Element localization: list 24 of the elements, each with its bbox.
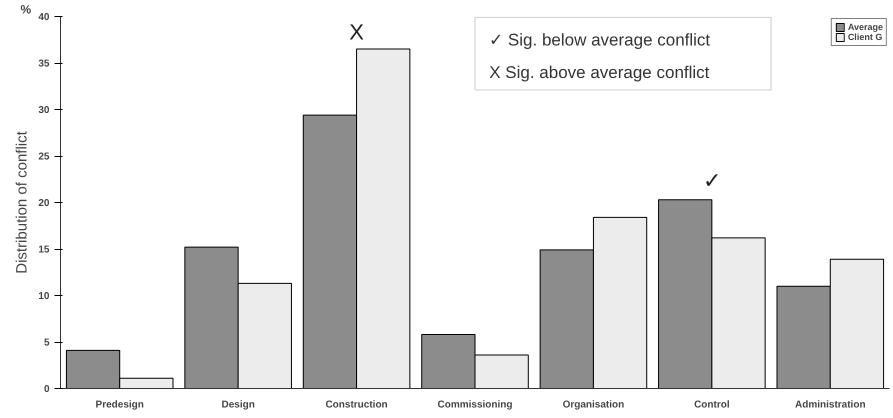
x-tick-label: Design [221,400,255,410]
x-tick-label: Commissioning [438,400,513,410]
x-tick-label: Predesign [96,400,144,410]
annotation: ✓ [702,168,721,194]
y-tick-label: 25 [38,152,50,162]
y-tick-label: 5 [44,338,50,348]
annotation: X Sig. above average conflict [489,62,710,82]
x-tick-label: Construction [325,400,388,410]
y-tick-label: 15 [38,244,50,256]
y-tick-label: 35 [38,58,50,70]
x-tick-label: Organisation [562,400,624,410]
legend-label: Client G [848,32,882,42]
annotation: X [349,19,364,44]
y-axis-title: Distribution of conflict [13,130,30,274]
x-tick-label: Administration [795,400,866,410]
y-tick-label: 0 [44,384,50,395]
y-tick-label: 10 [38,291,50,302]
text: % [20,2,32,16]
y-tick-label: 40 [38,12,50,23]
legend-label: Average [848,22,883,32]
annotation: ✓ Sig. below average conflict [489,30,710,50]
y-tick-label: 20 [38,198,50,209]
x-tick-label: Control [694,400,730,410]
y-tick-label: 30 [38,105,50,116]
